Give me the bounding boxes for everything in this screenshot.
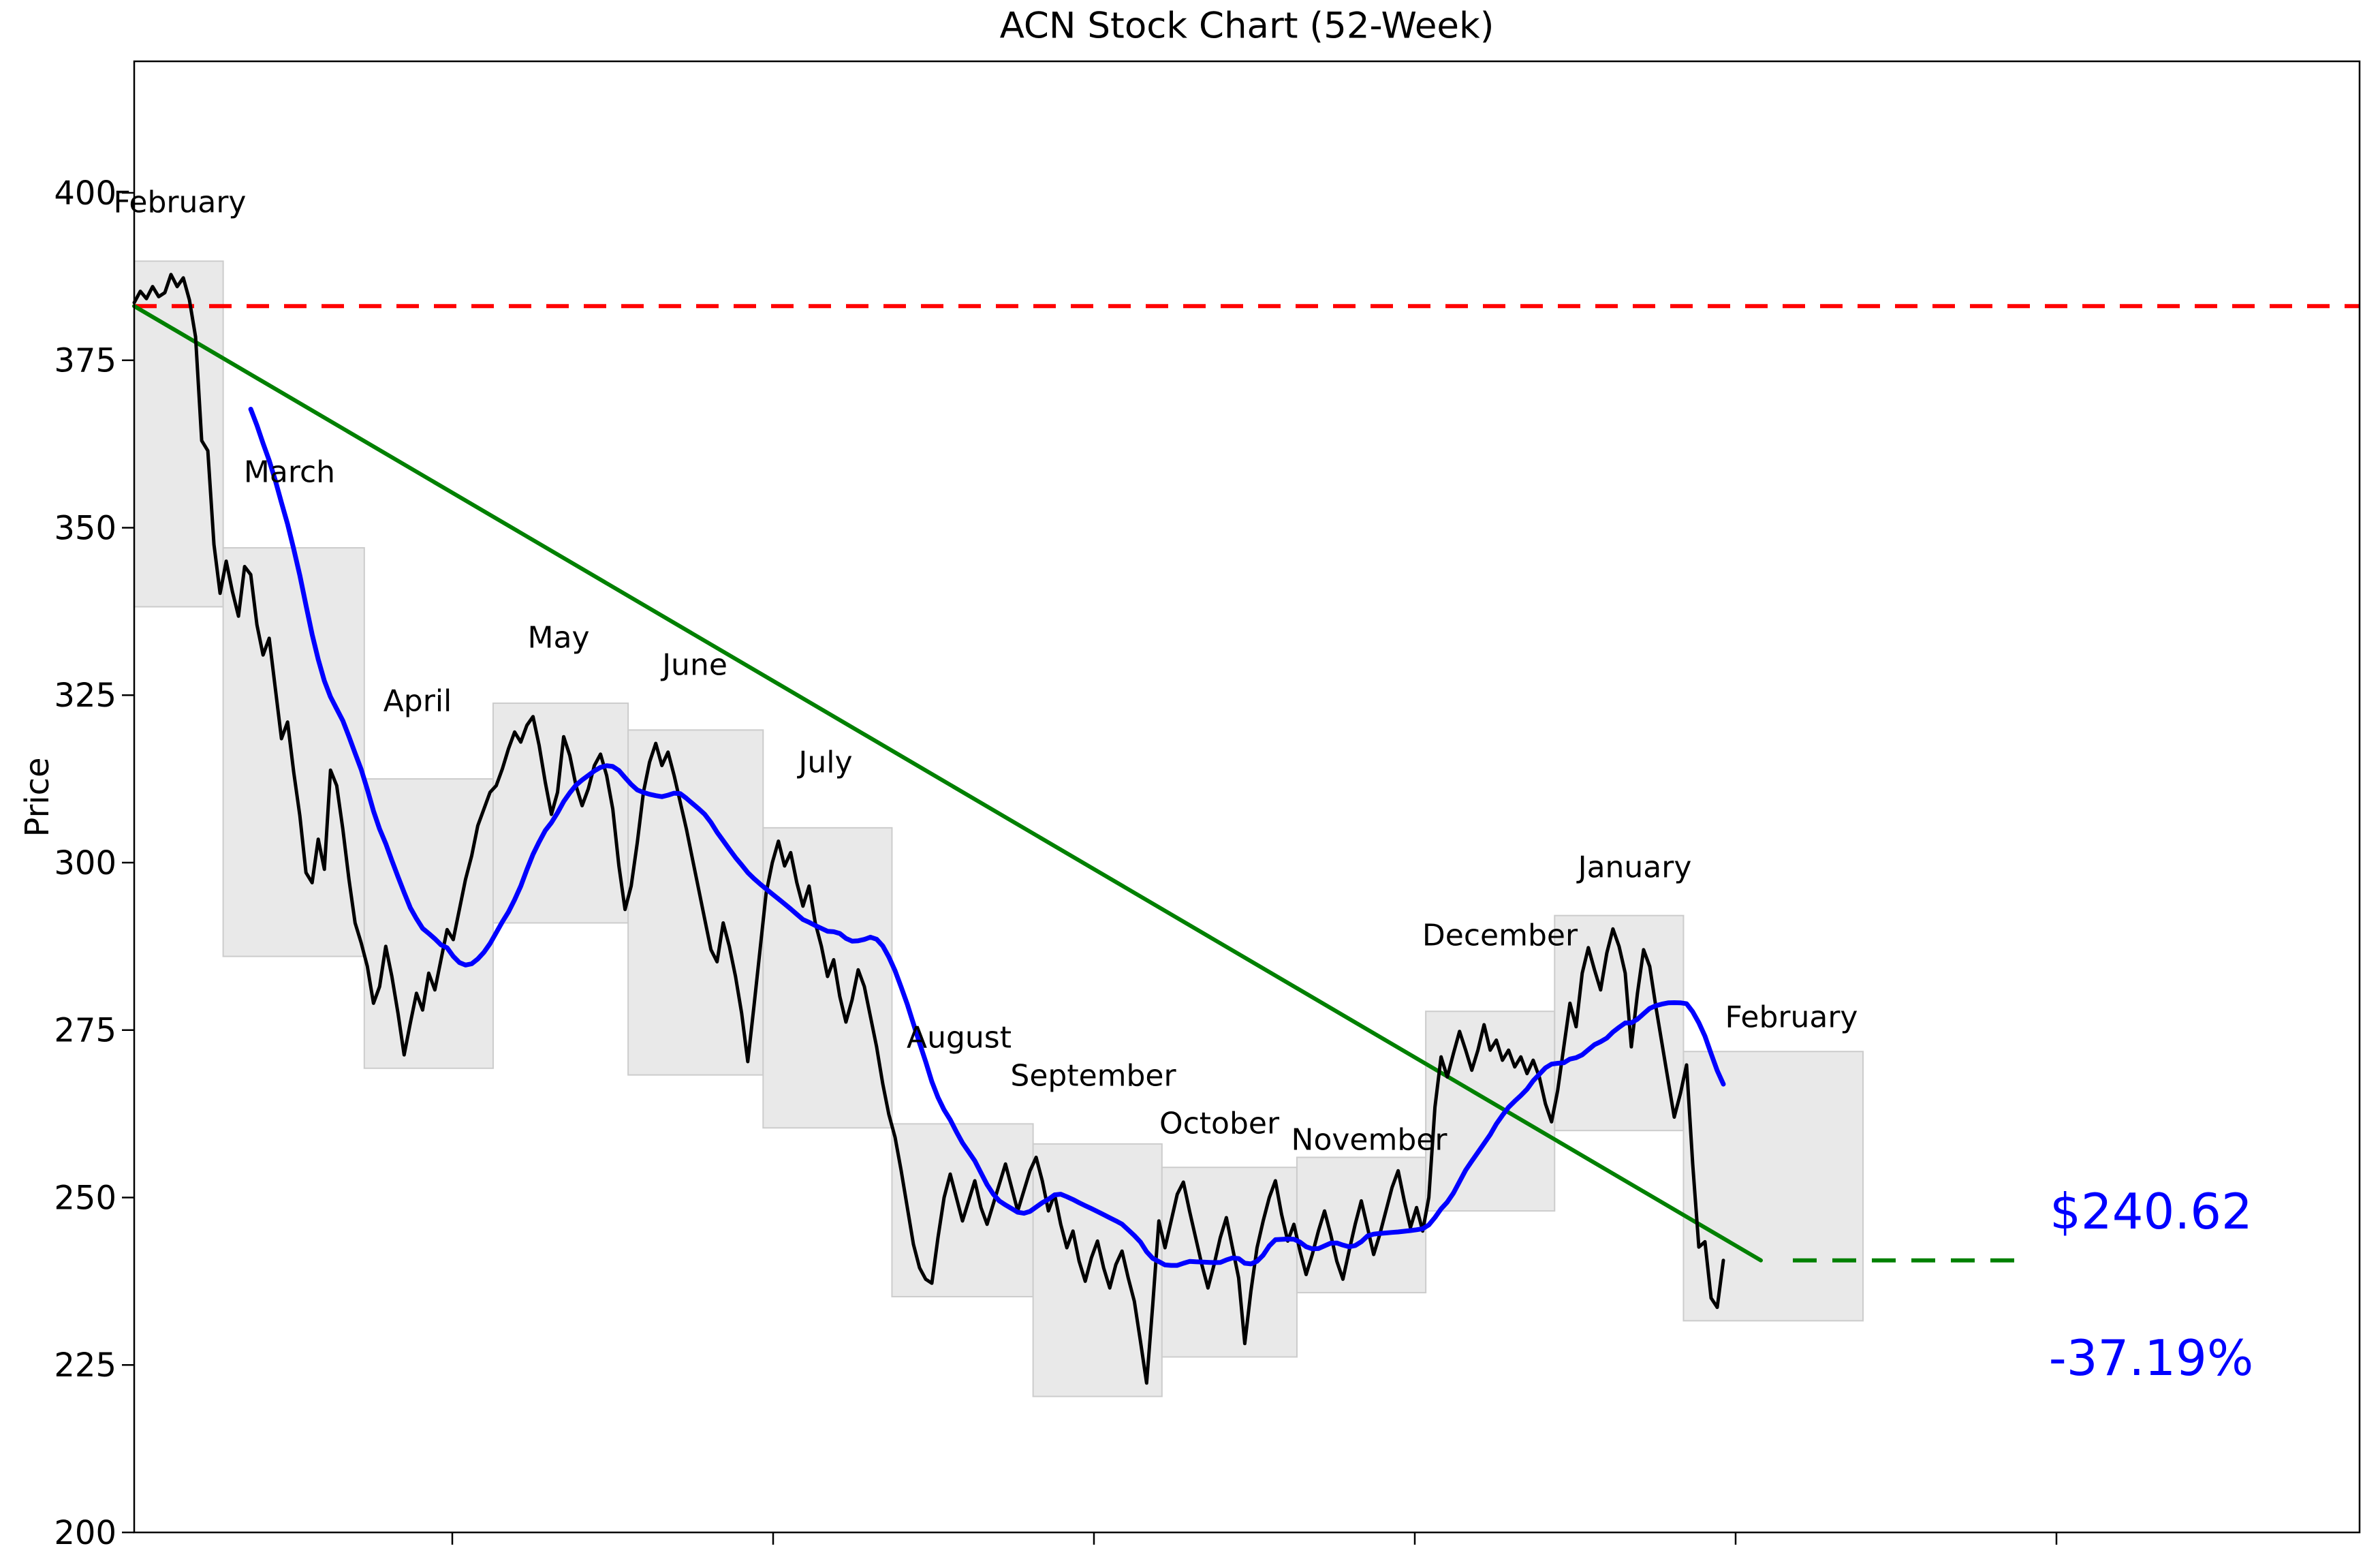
month-label: November [1291, 1122, 1448, 1157]
month-band [1032, 1143, 1163, 1398]
month-label: April [383, 683, 452, 718]
y-tick-label: 375 [54, 342, 116, 380]
month-label: January [1576, 850, 1692, 884]
y-axis-title: Price [18, 756, 57, 837]
trend-line [132, 304, 1763, 1263]
chart-title: ACN Stock Chart (52-Week) [999, 5, 1494, 47]
y-tick-label: 300 [54, 844, 116, 882]
month-band [1682, 1051, 1864, 1322]
y-tick-label: 350 [54, 509, 116, 547]
month-label: December [1422, 918, 1578, 953]
month-label: May [528, 620, 590, 655]
month-band [134, 260, 224, 608]
y-tick-label: 200 [54, 1514, 116, 1552]
y-tick-label: 225 [54, 1346, 116, 1385]
month-label: March [244, 454, 335, 489]
plot-border [133, 60, 2361, 1534]
month-band [363, 778, 494, 1069]
month-band [222, 546, 365, 957]
moving-average-line [248, 407, 1726, 1268]
month-label: February [1725, 1000, 1858, 1034]
y-tick-label: 400 [54, 174, 116, 213]
price-line [132, 273, 1725, 1385]
month-band [1425, 1010, 1556, 1212]
month-label: July [796, 745, 852, 780]
month-label: October [1159, 1106, 1280, 1141]
month-label: June [660, 647, 727, 682]
y-tick-label: 250 [54, 1179, 116, 1217]
y-tick-label: 325 [54, 677, 116, 715]
month-band [492, 703, 629, 924]
percent-change-annotation: -37.19% [2048, 1329, 2254, 1387]
y-tick-label: 275 [54, 1012, 116, 1050]
last-price-annotation: $240.62 [2050, 1183, 2253, 1240]
month-label: September [1010, 1058, 1176, 1093]
month-band [891, 1123, 1034, 1297]
month-label: February [114, 185, 247, 219]
month-label: August [907, 1020, 1012, 1055]
month-band [1296, 1156, 1427, 1294]
